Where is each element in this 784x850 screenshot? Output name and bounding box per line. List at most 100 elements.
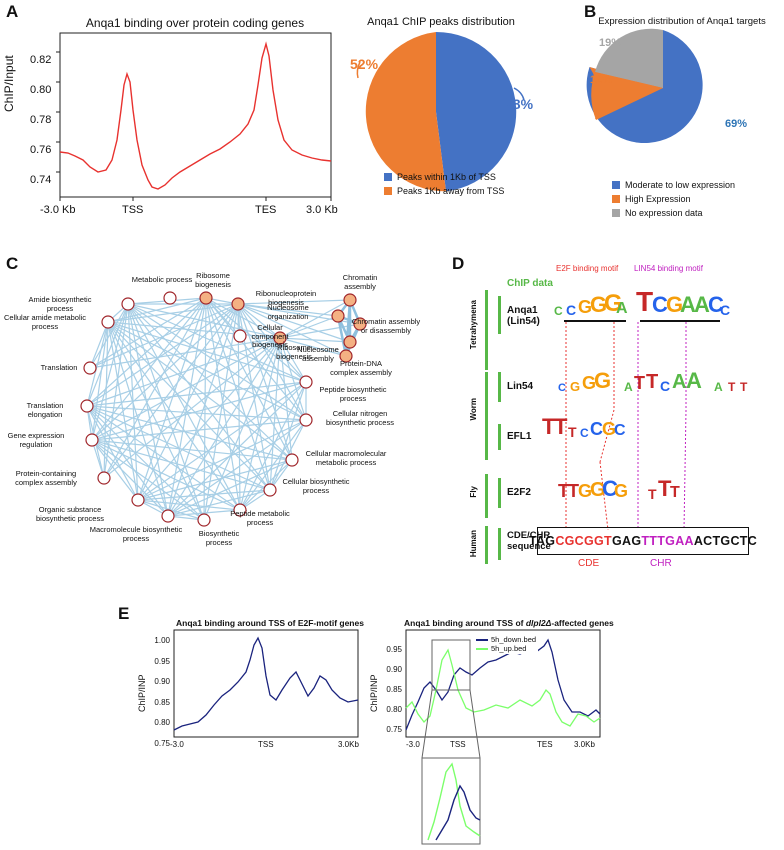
network-edge bbox=[127, 303, 293, 461]
network-edge bbox=[107, 321, 307, 421]
pie-b-pct-blue: 69% bbox=[725, 118, 748, 130]
panel-label-b: B bbox=[584, 2, 597, 21]
panel-e-right-axes bbox=[405, 629, 601, 738]
panel-e-left-curve bbox=[173, 636, 359, 731]
panel-a-axes bbox=[59, 32, 332, 198]
panel-d-guides bbox=[565, 322, 687, 531]
network-edge bbox=[237, 303, 339, 317]
species-tetrahymena: Tetrahymena bbox=[469, 300, 478, 350]
network-edge bbox=[91, 439, 205, 521]
network-edge bbox=[89, 321, 109, 369]
logo-e2f2: T T G G C G T T T bbox=[558, 476, 680, 502]
pie-b-slice-high2 bbox=[591, 72, 663, 120]
panel-a-line-title: Anqa1 binding over protein coding genes bbox=[85, 16, 305, 30]
network-node bbox=[299, 375, 313, 389]
network-edge bbox=[279, 323, 361, 339]
network-edge bbox=[167, 337, 281, 517]
network-edge bbox=[86, 405, 139, 501]
network-node-label: Ribonucleoprotein biogenesis bbox=[255, 289, 317, 307]
network-edge bbox=[91, 439, 293, 461]
network-edge bbox=[127, 303, 281, 339]
network-edge bbox=[167, 509, 241, 517]
panel-e-right-xtick-2: TES bbox=[537, 740, 553, 749]
network-edge bbox=[237, 303, 347, 357]
network-node-label: Macromolecule biosynthetic process bbox=[89, 525, 183, 543]
pie-a-pct-left: 52% bbox=[350, 56, 379, 72]
network-edge bbox=[86, 381, 307, 407]
network-edge bbox=[91, 297, 207, 441]
network-node bbox=[163, 291, 177, 305]
network-node bbox=[101, 315, 115, 329]
network-edge bbox=[89, 303, 129, 369]
panel-label-d: D bbox=[452, 254, 465, 273]
network-node bbox=[263, 483, 277, 497]
network-edge bbox=[137, 419, 307, 501]
network-edge bbox=[103, 303, 129, 479]
network-edge bbox=[107, 321, 281, 339]
network-edge bbox=[86, 405, 293, 461]
cde-chr-sequence-box: TAG CGCGGT GAG TTTGAA ACTGCTC bbox=[529, 527, 757, 555]
network-edge bbox=[237, 303, 293, 461]
network-node bbox=[199, 291, 213, 305]
panel-a-yticks bbox=[56, 51, 60, 173]
network-node bbox=[343, 293, 357, 307]
network-node bbox=[353, 317, 367, 331]
network-node bbox=[273, 331, 287, 345]
network-edge bbox=[239, 419, 307, 511]
seq-post: ACTGCTC bbox=[693, 534, 758, 548]
gene-anqa1: Anqa1 (Lin54) bbox=[507, 305, 540, 327]
network-edge bbox=[279, 299, 351, 339]
gene-lin54: Lin54 bbox=[507, 381, 534, 392]
seq-mid: GAG bbox=[611, 534, 642, 548]
panel-d-chip-header: ChIP data bbox=[507, 278, 553, 289]
network-edge bbox=[107, 321, 139, 501]
chr-label: CHR bbox=[650, 558, 672, 569]
panel-e-left-xtick-1: TSS bbox=[258, 740, 274, 749]
network-node bbox=[131, 493, 145, 507]
panel-e-left-xtick-0: -3.0 bbox=[170, 740, 184, 749]
network-edge bbox=[107, 321, 307, 383]
network-edge bbox=[107, 303, 239, 323]
network-node-label: Chromatin assembly or disassembly bbox=[351, 317, 421, 335]
network-edge bbox=[127, 303, 241, 511]
network-node bbox=[85, 433, 99, 447]
network-node-label: Nucleosome organization bbox=[267, 303, 309, 321]
network-edge bbox=[86, 405, 169, 517]
network-edge bbox=[103, 337, 281, 479]
panel-a-xtick-2: TES bbox=[255, 204, 277, 216]
panel-a-xticks bbox=[59, 197, 332, 201]
gene-e2f2: E2F2 bbox=[507, 487, 531, 498]
pie-b-slice-none bbox=[595, 28, 663, 88]
network-edge bbox=[89, 337, 281, 369]
network-edge bbox=[91, 419, 307, 441]
panel-e-legend: 5h_down.bed 5h_up.bed bbox=[474, 634, 539, 654]
network-edge bbox=[137, 499, 241, 511]
network-edge bbox=[205, 297, 271, 491]
logo-efl1: T T T C C G C bbox=[542, 414, 626, 440]
network-edge bbox=[91, 439, 169, 517]
pie-b-pct-gray: 19% bbox=[599, 37, 622, 49]
network-node-label: Chromatin assembly bbox=[342, 273, 378, 291]
network-node-label: Gene expression regulation bbox=[7, 431, 65, 449]
panel-a-xtick-3: 3.0 Kb bbox=[306, 204, 338, 216]
network-edge bbox=[91, 439, 139, 501]
network-edge bbox=[86, 321, 109, 407]
network-node-label: Amide biosynthetic process bbox=[28, 295, 92, 313]
network-node bbox=[331, 309, 345, 323]
network-edge bbox=[86, 405, 271, 491]
network-edge bbox=[91, 381, 307, 441]
pie-a-pct-right: 48% bbox=[505, 96, 534, 112]
panel-e-zoom-box bbox=[431, 639, 471, 691]
panel-e-right-xtick-1: TSS bbox=[450, 740, 466, 749]
network-edge bbox=[269, 381, 307, 491]
network-node bbox=[80, 399, 94, 413]
panel-d-species-bars bbox=[485, 290, 501, 564]
species-worm: Worm bbox=[469, 398, 478, 421]
gene-efl1: EFL1 bbox=[507, 431, 532, 442]
seq-chr: TTTGAA bbox=[641, 534, 694, 548]
network-edge bbox=[167, 459, 293, 517]
network-node bbox=[339, 349, 353, 363]
network-node bbox=[83, 361, 97, 375]
network-edge bbox=[107, 321, 271, 491]
